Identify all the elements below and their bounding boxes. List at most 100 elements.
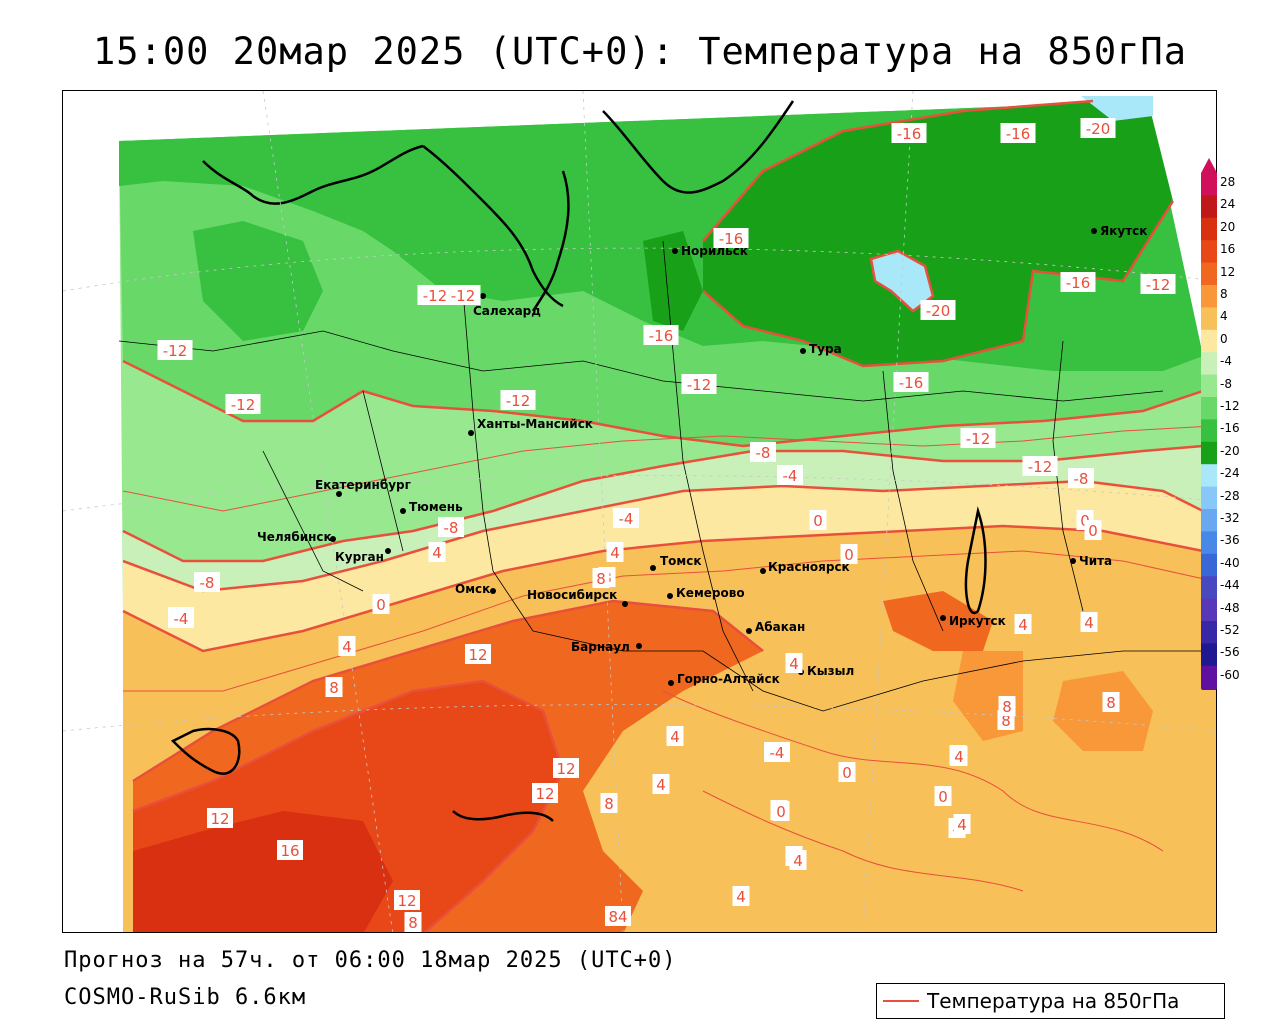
isotherm-label: -16 (713, 228, 749, 248)
isotherm-label: 4 (789, 850, 807, 870)
city-label: Барнаул (571, 640, 630, 654)
svg-text:16: 16 (280, 842, 299, 860)
svg-text:0: 0 (938, 788, 948, 806)
svg-text:12: 12 (397, 892, 416, 910)
city-tura: Тура (800, 342, 842, 356)
isotherm-label: 8 (600, 793, 618, 813)
svg-text:4: 4 (1084, 614, 1094, 632)
svg-text:0: 0 (844, 546, 854, 564)
isotherm-label: -12 (1022, 456, 1058, 476)
isotherm-labels: -16 -16 -20-16-20-16-12-12-12 -12-16-12-16-… (157, 118, 1176, 932)
svg-text:4: 4 (793, 852, 803, 870)
svg-text:-16: -16 (1066, 274, 1091, 292)
city-label: Красноярск (768, 560, 850, 574)
svg-text:-20: -20 (1086, 120, 1111, 138)
svg-text:-4: -4 (174, 610, 189, 628)
isotherm-label: 0 (772, 801, 790, 821)
isotherm-label: -8 (750, 442, 776, 462)
isotherm-label: 0 (809, 510, 827, 530)
scale-band (1201, 531, 1217, 555)
svg-text:8: 8 (1001, 712, 1011, 730)
isotherm-label: 12 (553, 758, 579, 778)
svg-text:0: 0 (1088, 522, 1098, 540)
forecast-info: Прогноз на 57ч. от 06:00 18мар 2025 (UTC… (64, 948, 677, 973)
svg-text:8: 8 (408, 914, 418, 932)
svg-text:4: 4 (610, 544, 620, 562)
scale-band (1201, 397, 1217, 420)
isotherm-label: -12 (225, 394, 261, 414)
legend-label: Температура на 850гПа (927, 989, 1180, 1013)
isotherm-label: 4 (953, 814, 971, 834)
svg-text:4: 4 (432, 544, 442, 562)
isotherm-label: -12 (157, 340, 193, 360)
svg-text:-4: -4 (619, 510, 634, 528)
city-yekaterinburg: Екатеринбург (315, 478, 411, 497)
map-title: 15:00 20мар 2025 (UTC+0): Температура на… (93, 30, 1187, 73)
svg-text:-12: -12 (1146, 276, 1171, 294)
city-kurgan: Курган (335, 548, 391, 564)
svg-text:4: 4 (736, 888, 746, 906)
isotherm-label: 4 (606, 542, 624, 562)
isotherm-label: 4 (1014, 614, 1032, 634)
scale-band (1201, 262, 1217, 286)
scale-label: -16 (1220, 421, 1240, 436)
isotherm-label: -4 (764, 742, 790, 762)
city-label: Челябинск (257, 530, 332, 544)
scale-band (1201, 329, 1217, 353)
scale-label: -56 (1220, 645, 1240, 660)
svg-text:-12: -12 (1028, 458, 1053, 476)
city-label: Екатеринбург (315, 478, 411, 492)
city-omsk: Омск (455, 582, 496, 596)
svg-text:-12: -12 (451, 287, 476, 305)
isotherm-label: -16 (643, 325, 679, 345)
city-label: Горно-Алтайск (677, 672, 780, 686)
svg-text:12: 12 (210, 810, 229, 828)
svg-text:-12: -12 (423, 287, 448, 305)
scale-label: -20 (1220, 443, 1240, 458)
svg-text:-12: -12 (506, 392, 531, 410)
scale-bottom-arrow (1201, 688, 1217, 690)
scale-band (1201, 576, 1217, 600)
isotherm-label: -12 (445, 285, 481, 305)
color-scale (1201, 158, 1217, 690)
scale-label: -48 (1220, 600, 1240, 615)
svg-text:-12: -12 (687, 376, 712, 394)
isotherm-label: 8 (592, 568, 610, 588)
scale-band (1201, 464, 1217, 488)
isotherm-label: -12 (417, 285, 453, 305)
city-yakutsk: Якутск (1091, 224, 1147, 238)
isotherm-label: -4 (777, 465, 803, 485)
svg-text:4: 4 (670, 728, 680, 746)
scale-label: -44 (1220, 578, 1240, 593)
scale-label: -12 (1220, 399, 1240, 413)
isotherm-label: -16 (1000, 123, 1036, 143)
city-label: Ханты-Мансийск (477, 417, 593, 431)
city-khanty-mansiysk: Ханты-Мансийск (468, 417, 593, 436)
isotherm-label: -8 (438, 517, 464, 537)
isotherm-label: -20 (1080, 118, 1116, 138)
isotherm-label: 8 (404, 912, 422, 932)
svg-text:-4: -4 (770, 744, 785, 762)
isotherm-label: -16 (1060, 272, 1096, 292)
scale-band (1201, 643, 1217, 667)
scale-label: 8 (1220, 287, 1228, 301)
svg-text:8: 8 (596, 570, 606, 588)
svg-text:-12: -12 (231, 396, 256, 414)
svg-text:-8: -8 (200, 574, 215, 592)
city-label: Кызыл (807, 664, 854, 678)
city-label: Тюмень (409, 500, 463, 514)
svg-text:12: 12 (556, 760, 575, 778)
isotherm-label: 4 (666, 726, 684, 746)
svg-text:-16: -16 (897, 125, 922, 143)
svg-text:-16: -16 (899, 374, 924, 392)
svg-text:8: 8 (1106, 694, 1116, 712)
scale-label: -4 (1220, 354, 1232, 369)
isotherm-label: -16 (891, 123, 927, 143)
scale-label: 4 (1220, 309, 1228, 324)
city-gorno-altaysk: Горно-Алтайск (668, 672, 780, 686)
city-label: Новосибирск (527, 588, 617, 602)
scale-label: 12 (1220, 264, 1236, 279)
svg-text:4: 4 (656, 776, 666, 794)
svg-text:8: 8 (604, 795, 614, 813)
scale-label: 24 (1220, 197, 1236, 212)
